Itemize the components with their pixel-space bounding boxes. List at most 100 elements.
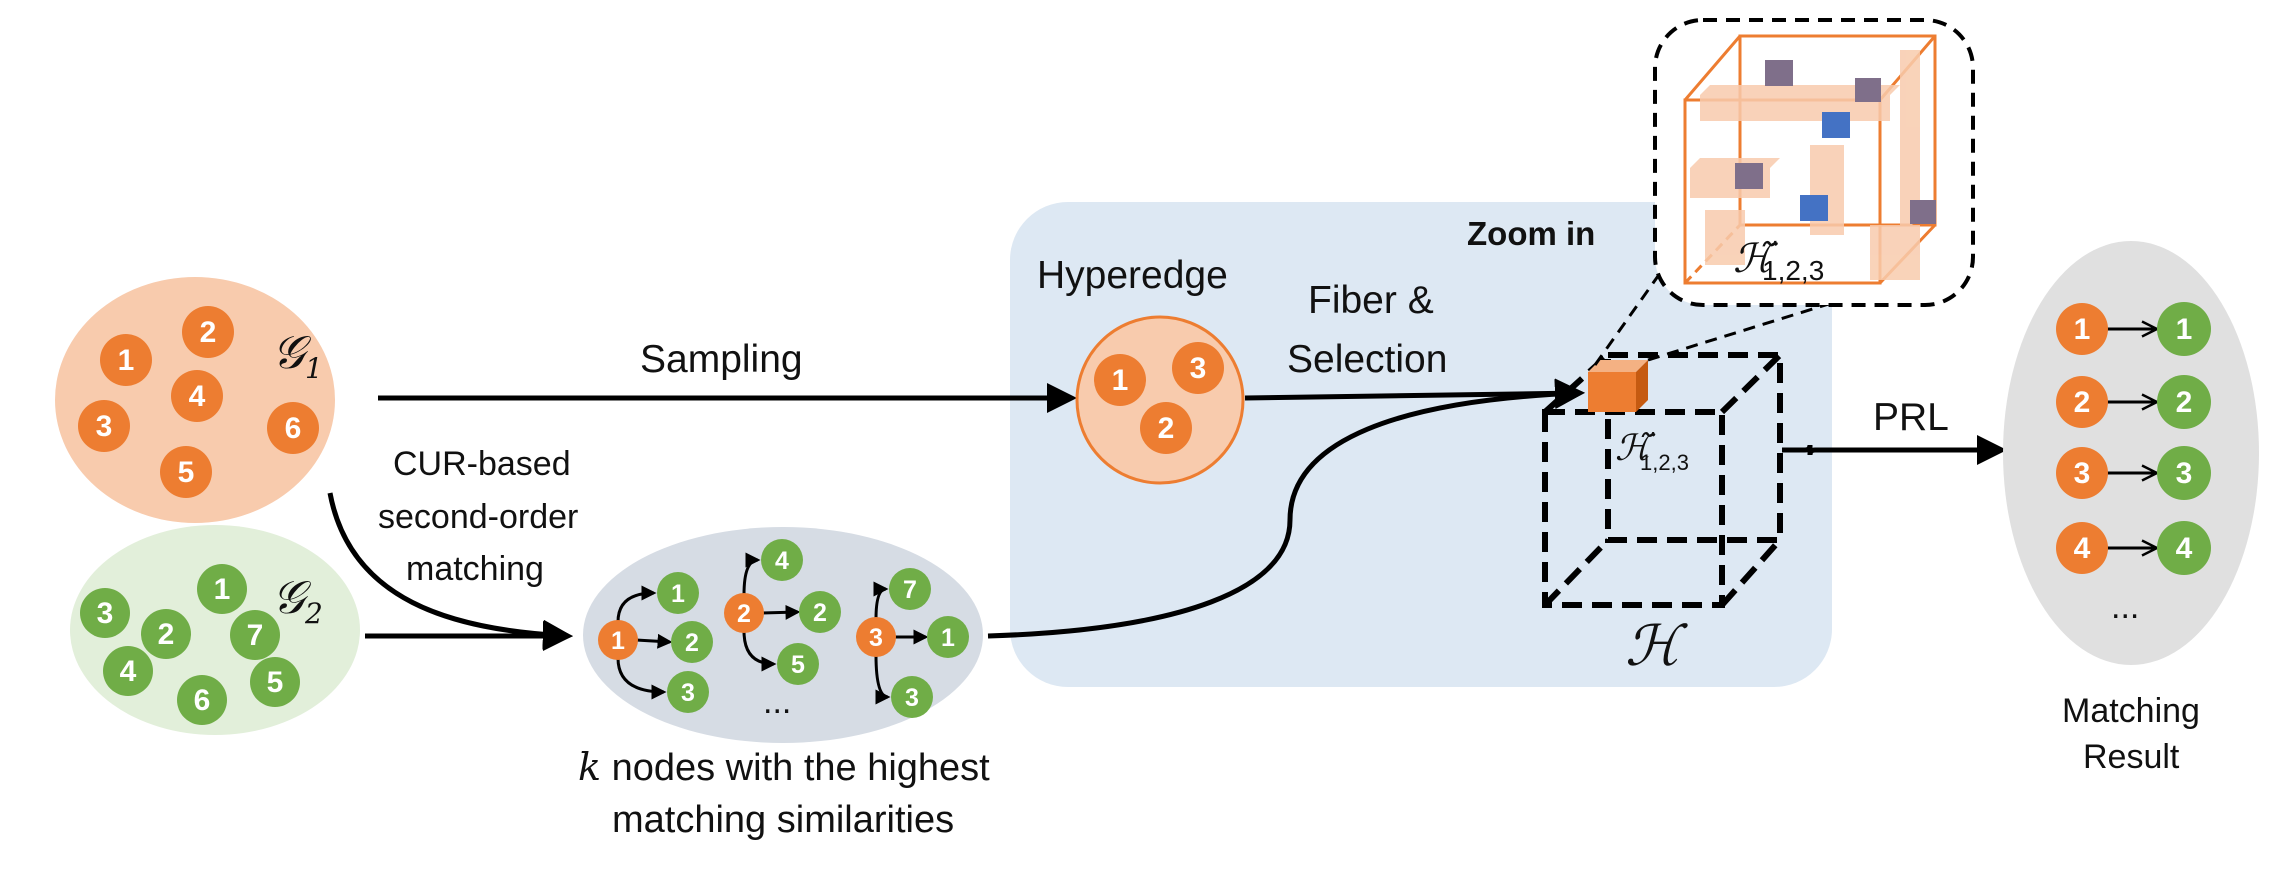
match-source-node-1: 1: [2056, 303, 2108, 355]
svg-text:1: 1: [214, 573, 231, 606]
hyperedge-node-1: 1: [1094, 354, 1146, 406]
g1-node-5: 5: [160, 446, 212, 498]
svg-text:4: 4: [2074, 532, 2091, 565]
g2-node-6: 6: [177, 675, 227, 725]
svg-text:4: 4: [2176, 532, 2193, 565]
svg-text:1: 1: [611, 627, 625, 655]
knn-target-node-2: 2: [671, 621, 713, 663]
knn-target-node-5: 5: [777, 643, 819, 685]
svg-text:matching: matching: [406, 550, 544, 588]
svg-text:2: 2: [813, 599, 827, 627]
knn-source-node-3: 3: [856, 617, 896, 657]
g1-node-6: 6: [267, 402, 319, 454]
match-source-node-2: 2: [2056, 376, 2108, 428]
svg-text:ℋ̃: ℋ̃: [1733, 236, 1778, 282]
sampling-label: Sampling: [640, 338, 803, 381]
sub-tensor-label: ℋ̃: [1615, 428, 1656, 469]
svg-text:3: 3: [1190, 352, 1207, 385]
tensor-panel: [1010, 202, 1832, 687]
knn-source-node-2: 2: [724, 593, 764, 633]
svg-text:1,2,3: 1,2,3: [1762, 255, 1824, 286]
g2-node-2: 2: [141, 609, 191, 659]
knn-edge: [761, 604, 801, 620]
svg-text:3: 3: [97, 597, 114, 630]
knn-edge: [742, 552, 761, 596]
knn-target-node-3: 3: [667, 671, 709, 713]
knn-edge: [874, 654, 891, 705]
matching-result: 1 1 2 2 3 3 4 4 ...: [2003, 241, 2259, 665]
knn-edge: [616, 657, 667, 700]
svg-text:2: 2: [1158, 412, 1175, 445]
knn-edge: [742, 630, 777, 672]
cur-matching-label: CUR-based second-order matching: [378, 445, 578, 588]
hyperedge-node-3: 3: [1172, 342, 1224, 394]
svg-text:4: 4: [775, 547, 789, 575]
svg-text:2: 2: [685, 629, 699, 657]
svg-text:1: 1: [1112, 364, 1129, 397]
svg-text:matching similarities: matching similarities: [612, 799, 954, 841]
match-target-node-1: 1: [2157, 302, 2211, 356]
g1-nodes: 1 2 3 4 5 6: [78, 306, 319, 498]
svg-text:3: 3: [905, 684, 919, 712]
selected-entry-cube: [1588, 360, 1648, 412]
prl-label: PRL: [1873, 396, 1949, 439]
hyperedge-label: Hyperedge: [1037, 254, 1228, 297]
knn-group: 123142527133 ...: [583, 527, 983, 743]
matching-label-1: Matching: [2062, 692, 2200, 730]
knn-target-node-7: 7: [889, 568, 931, 610]
fiber-arrow: [1244, 378, 1585, 409]
svg-text:3: 3: [2074, 457, 2091, 490]
knn-edge: [873, 581, 889, 620]
fiber-label-2: Selection: [1287, 338, 1447, 381]
fiber-label-1: Fiber &: [1308, 279, 1434, 322]
svg-text:5: 5: [791, 651, 805, 679]
match-target-node-3: 3: [2157, 446, 2211, 500]
g2-sub: 2: [304, 597, 323, 630]
svg-text:k nodes with the highest: k nodes with the highest: [578, 745, 990, 789]
svg-text:second-order: second-order: [378, 498, 578, 536]
g2-nodes: 1 2 34 5 6 7: [80, 564, 300, 725]
svg-text:7: 7: [903, 576, 917, 604]
svg-text:3: 3: [96, 410, 113, 443]
cur-arrow: [327, 492, 573, 650]
svg-text:5: 5: [178, 456, 195, 489]
zoom-in-label: Zoom in: [1467, 215, 1595, 252]
knn-target-node-1: 1: [657, 572, 699, 614]
svg-text:2: 2: [2176, 386, 2193, 419]
svg-text:1: 1: [671, 580, 685, 608]
knn-target-node-3: 3: [891, 676, 933, 718]
svg-text:2: 2: [737, 600, 751, 628]
matching-label-2: Result: [2083, 738, 2180, 776]
hyperedge-node-group: 1 32: [1075, 315, 1245, 485]
svg-text:3: 3: [681, 679, 695, 707]
svg-text:6: 6: [285, 412, 302, 445]
tensor-label: ℋ: [1625, 614, 1688, 679]
g2-node-5: 5: [250, 657, 300, 707]
svg-text:1: 1: [2176, 313, 2193, 346]
knn-ellipsis: ...: [763, 683, 791, 721]
svg-text:4: 4: [120, 655, 137, 688]
svg-text:2: 2: [2074, 386, 2091, 419]
svg-text:...: ...: [2111, 588, 2139, 626]
sub-tensor-index: 1,2,3: [1640, 450, 1689, 475]
svg-text:CUR-based: CUR-based: [393, 445, 571, 483]
prl-arrow: [1782, 435, 2007, 465]
knodes-label: k nodes with the highest matching simila…: [578, 745, 990, 841]
svg-text:5: 5: [267, 666, 284, 699]
svg-text:6: 6: [194, 684, 211, 717]
svg-text:3: 3: [2176, 457, 2193, 490]
hyperedge-node-2: 2: [1140, 402, 1192, 454]
knn-target-node-1: 1: [927, 616, 969, 658]
match-source-node-3: 3: [2056, 447, 2108, 499]
knn-source-node-1: 1: [598, 620, 638, 660]
match-target-node-2: 2: [2157, 375, 2211, 429]
g2-node-4: 4: [103, 646, 153, 696]
tensor-cube: [1542, 352, 1783, 608]
g2-node-7: 7: [230, 610, 280, 660]
match-target-node-4: 4: [2157, 521, 2211, 575]
svg-text:1: 1: [2074, 313, 2091, 346]
g1-node-2: 2: [182, 306, 234, 358]
